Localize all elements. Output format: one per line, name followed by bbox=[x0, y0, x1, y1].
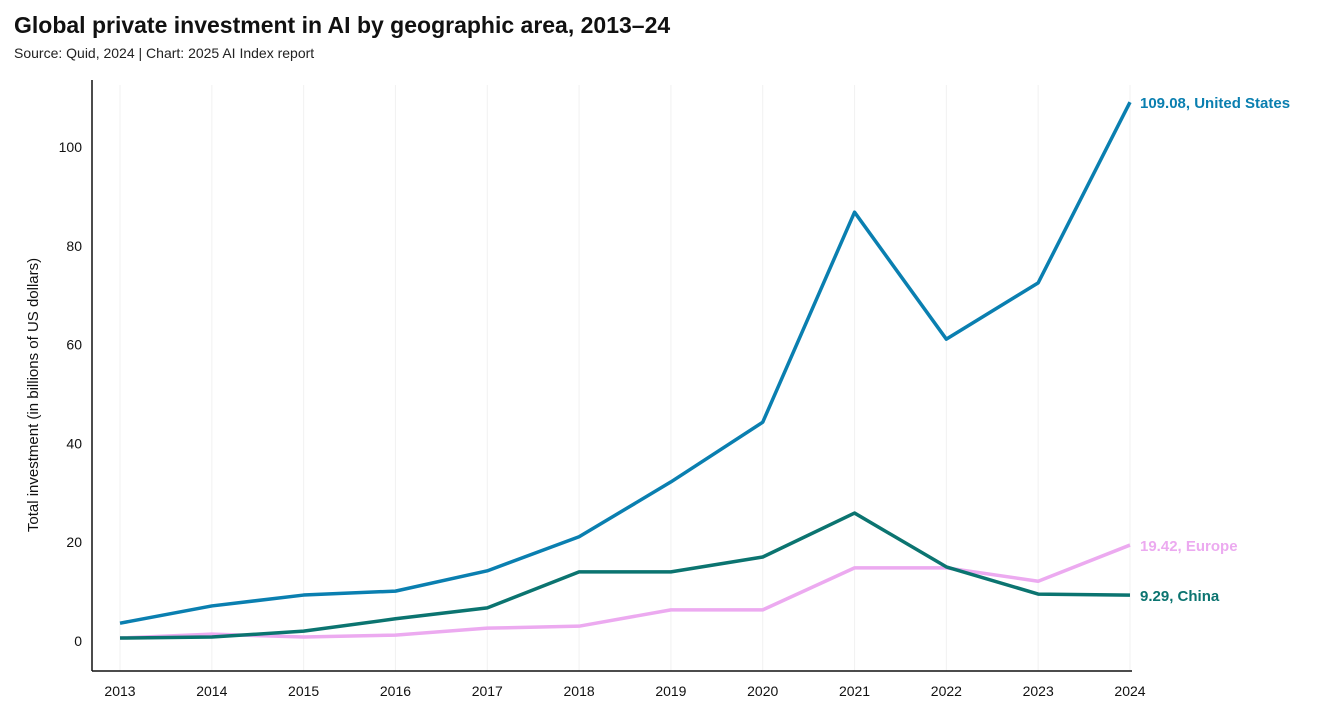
x-tick-label: 2023 bbox=[1023, 683, 1054, 699]
chart-title: Global private investment in AI by geogr… bbox=[14, 12, 671, 38]
x-tick-label: 2021 bbox=[839, 683, 870, 699]
x-tick-label: 2019 bbox=[655, 683, 686, 699]
x-tick-label: 2022 bbox=[931, 683, 962, 699]
x-tick-label: 2024 bbox=[1114, 683, 1145, 699]
y-tick-label: 20 bbox=[66, 534, 82, 550]
end-label-europe: 19.42, Europe bbox=[1140, 538, 1238, 555]
x-tick-label: 2020 bbox=[747, 683, 778, 699]
x-tick-label: 2016 bbox=[380, 683, 411, 699]
y-tick-label: 100 bbox=[59, 139, 83, 155]
series-line-china bbox=[119, 511, 1131, 640]
end-label-china: 9.29, China bbox=[1140, 588, 1220, 605]
end-label-united-states: 109.08, United States bbox=[1140, 95, 1290, 112]
y-axis-label: Total investment (in billions of US doll… bbox=[25, 258, 42, 532]
series-line-united-states bbox=[119, 101, 1132, 625]
series-line-europe bbox=[119, 543, 1131, 640]
y-tick-label: 80 bbox=[66, 238, 82, 254]
x-tick-label: 2014 bbox=[196, 683, 227, 699]
x-tick-label: 2015 bbox=[288, 683, 319, 699]
x-tick-label: 2013 bbox=[104, 683, 135, 699]
chart-subtitle: Source: Quid, 2024 | Chart: 2025 AI Inde… bbox=[14, 45, 315, 61]
y-tick-label: 40 bbox=[66, 435, 82, 451]
y-tick-label: 60 bbox=[66, 337, 82, 353]
x-tick-label: 2017 bbox=[472, 683, 503, 699]
y-tick-label: 0 bbox=[74, 633, 82, 649]
x-tick-label: 2018 bbox=[564, 683, 595, 699]
